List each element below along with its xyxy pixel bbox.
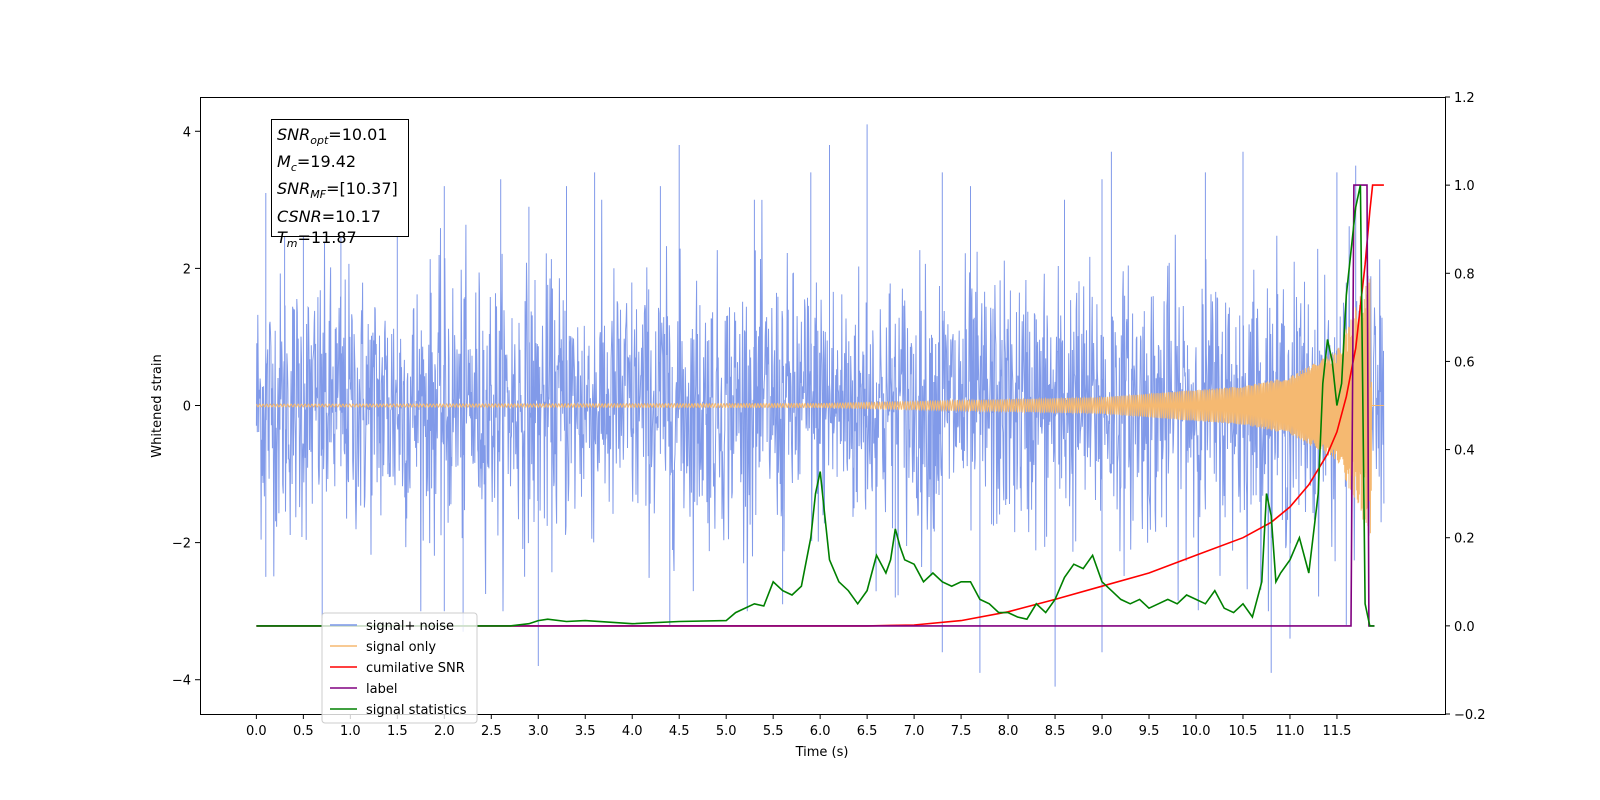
csnr-value: 10.17 xyxy=(335,206,381,226)
y-axis-label: Whitened strain xyxy=(150,354,165,457)
snr-mf-line: SNRMF=[10.37] xyxy=(277,179,398,202)
x-tick-label: 1.0 xyxy=(340,724,361,739)
mc-line: Mc=19.42 xyxy=(277,152,357,175)
snr-opt-value: 10.01 xyxy=(341,125,388,144)
x-tick-label: 8.5 xyxy=(1045,724,1066,739)
x-tick-label: 5.5 xyxy=(763,724,784,739)
x-tick-label: 4.0 xyxy=(622,724,643,739)
plot-frame xyxy=(200,97,1446,715)
x-tick-label: 3.5 xyxy=(575,724,596,739)
x-tick-label: 1.5 xyxy=(387,724,408,739)
x-tick-label: 0.5 xyxy=(293,724,314,739)
x-tick-label: 2.5 xyxy=(481,724,502,739)
x-tick-label: 7.5 xyxy=(951,724,972,739)
x-tick-label: 10.0 xyxy=(1182,724,1211,739)
y-right-tick-label: 0.0 xyxy=(1454,620,1475,635)
x-tick-label: 7.0 xyxy=(904,724,925,739)
mc-value: 19.42 xyxy=(310,152,357,172)
y-right-tick-label: 0.2 xyxy=(1454,532,1475,547)
y-right-tick-label: 1.2 xyxy=(1454,91,1475,106)
y-right-tick-label: −0.2 xyxy=(1454,708,1486,723)
x-tick-label: 6.0 xyxy=(810,724,831,739)
x-axis-ticks: 0.0 0.5 1.0 1.5 2.0 2.5 3.0 3.5 4.0 4.5 5.0 5.5 6.0 6… xyxy=(246,714,1351,739)
tm-value: 11.87 xyxy=(310,227,357,247)
y-right-tick-label: 0.8 xyxy=(1454,267,1475,282)
series-signal-plus-noise xyxy=(255,124,1385,687)
y-right-tick-label: 0.4 xyxy=(1454,444,1475,459)
snr-opt-line: SNRopt=10.01 xyxy=(277,125,388,148)
legend-label: signal+ noise xyxy=(366,619,454,634)
series-layer xyxy=(255,124,1385,687)
x-tick-label: 11.0 xyxy=(1275,724,1304,739)
x-tick-label: 9.5 xyxy=(1139,724,1160,739)
y-left-tick-label: 0 xyxy=(183,400,191,415)
y-left-axis-ticks: 4 2 0 −2 −4 xyxy=(172,125,200,689)
x-tick-label: 9.0 xyxy=(1092,724,1113,739)
csnr-line: CSNR=10.17 xyxy=(277,206,381,226)
legend-label: cumilative SNR xyxy=(366,661,465,676)
x-tick-label: 11.5 xyxy=(1322,724,1351,739)
y-right-tick-label: 0.6 xyxy=(1454,355,1475,370)
series-signal-statistics xyxy=(256,184,1375,627)
x-tick-label: 6.5 xyxy=(857,724,878,739)
legend-label: signal only xyxy=(366,640,436,655)
x-tick-label: 3.0 xyxy=(528,724,549,739)
y-right-axis-ticks: 1.2 1.0 0.8 0.6 0.4 0.2 0.0 −0.2 xyxy=(1445,91,1486,723)
tm-line: Tm=11.87 xyxy=(277,227,357,250)
x-tick-label: 10.5 xyxy=(1229,724,1258,739)
x-tick-label: 0.0 xyxy=(246,724,267,739)
y-left-tick-label: 4 xyxy=(183,125,191,140)
y-right-tick-label: 1.0 xyxy=(1454,179,1475,194)
x-tick-label: 5.0 xyxy=(716,724,737,739)
legend-frame xyxy=(321,612,478,724)
y-left-tick-label: −2 xyxy=(172,537,191,552)
x-axis-label: Time (s) xyxy=(795,745,849,760)
stats-annotation: SNRopt=10.01 Mc=19.42 SNRMF=[10.37] CSNR… xyxy=(271,119,409,250)
x-tick-label: 2.0 xyxy=(434,724,455,739)
x-tick-label: 4.5 xyxy=(669,724,690,739)
legend: signal+ noise signal only cumilative SNR la… xyxy=(321,612,478,724)
x-tick-label: 8.0 xyxy=(998,724,1019,739)
y-left-tick-label: 2 xyxy=(183,262,191,277)
legend-label: signal statistics xyxy=(366,703,467,718)
snr-mf-value: [10.37] xyxy=(339,179,398,199)
series-signal-only xyxy=(255,278,1384,534)
y-left-tick-label: −4 xyxy=(172,674,191,689)
legend-label: label xyxy=(366,682,397,697)
